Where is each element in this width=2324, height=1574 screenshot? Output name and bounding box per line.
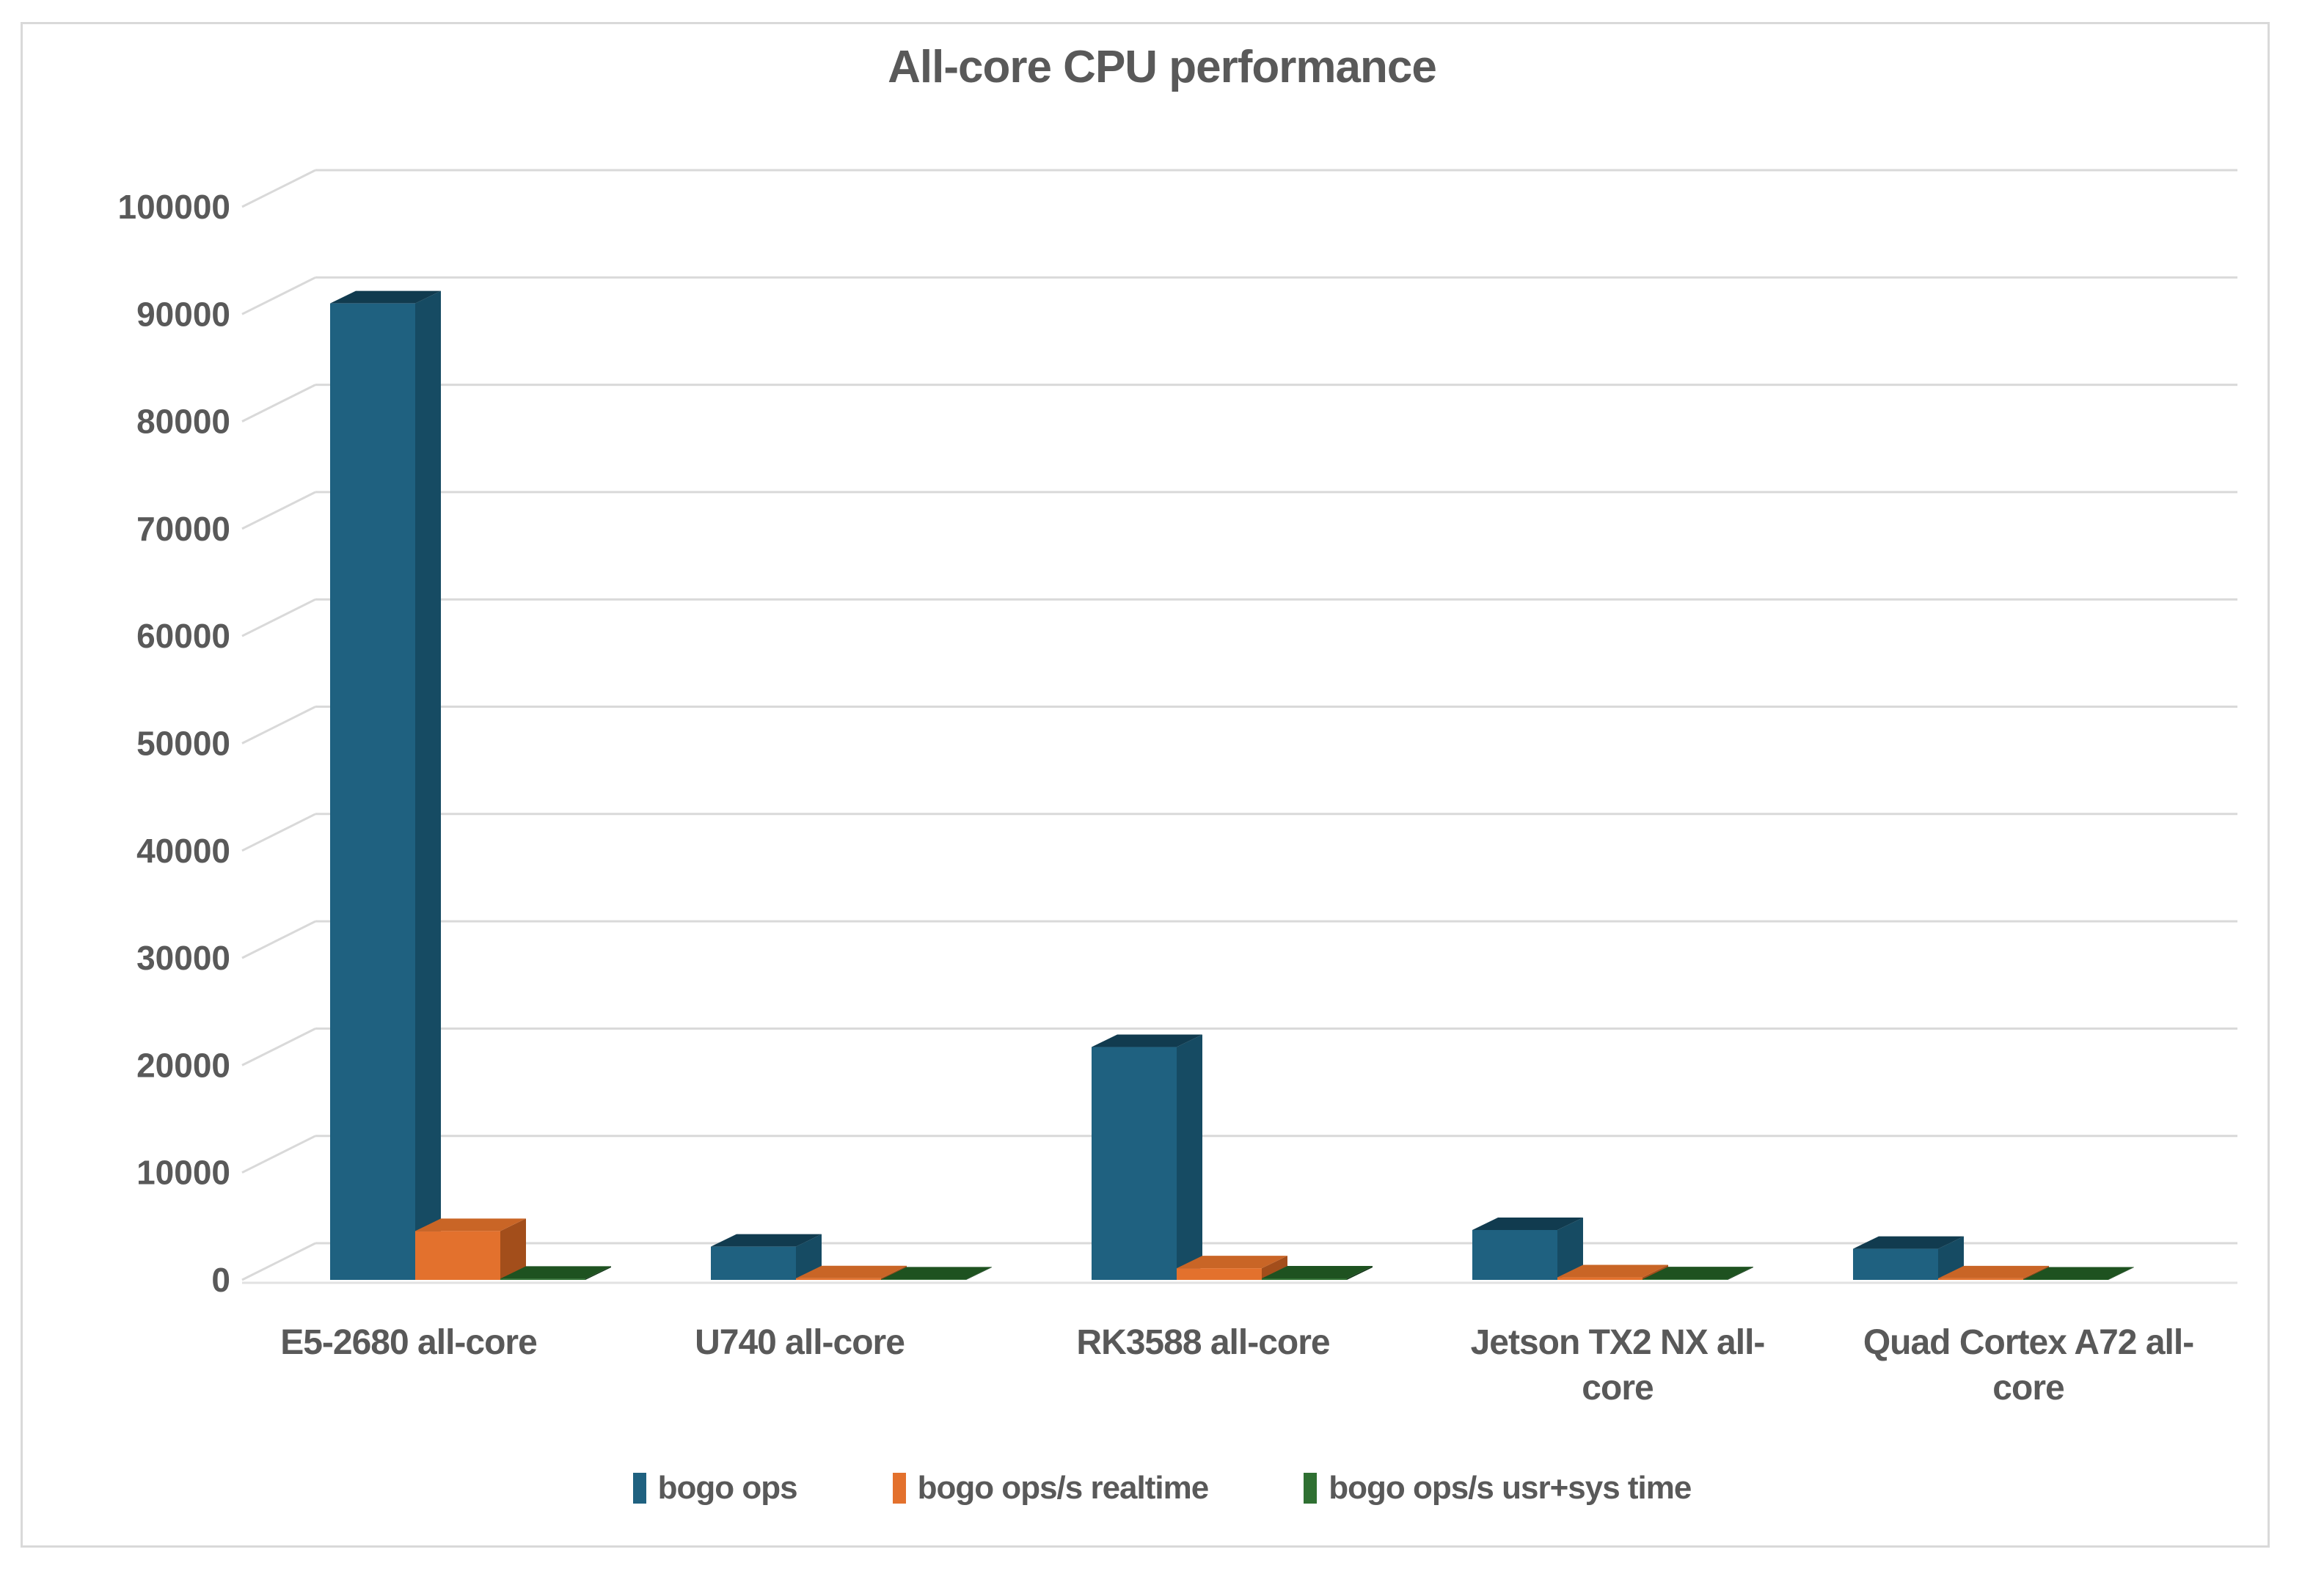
bar-bogo-ops-s-usr-sys-time: [500, 1266, 611, 1280]
bar-bogo-ops-s-realtime: [415, 1218, 526, 1280]
legend-label: bogo ops/s usr+sys time: [1329, 1470, 1692, 1506]
tick-leader-line: [241, 706, 316, 744]
bar-bogo-ops-s-usr-sys-time: [1262, 1266, 1373, 1280]
bogo-ops-swatch-icon: [632, 1473, 646, 1504]
legend-label: bogo ops: [657, 1470, 798, 1506]
y-axis-tick-label: 70000: [136, 510, 230, 548]
bar-bogo-ops: [330, 290, 441, 1280]
bar-bogo-ops: [1472, 1217, 1583, 1280]
y-axis-tick-label: 10000: [136, 1154, 230, 1192]
tick-leader-line: [241, 813, 316, 852]
y-axis-tick-label: 40000: [136, 832, 230, 870]
tick-leader-line: [241, 1135, 316, 1174]
y-axis-tick-label: 50000: [136, 725, 230, 763]
y-axis-tick-label: 80000: [136, 403, 230, 441]
y-axis-tick-label: 90000: [136, 295, 230, 333]
tick-leader-line: [241, 1242, 316, 1281]
tick-leader-line: [241, 169, 316, 208]
y-axis-tick-label: 100000: [118, 188, 231, 226]
legend-label: bogo ops/s realtime: [917, 1470, 1210, 1506]
legend-item-bogo-ops-usrsys: bogo ops/s usr+sys time: [1304, 1470, 1692, 1507]
bar-bogo-ops-s-realtime: [1938, 1265, 2049, 1280]
bar-bogo-ops-s-usr-sys-time: [2023, 1267, 2134, 1280]
tick-leader-line: [241, 384, 316, 422]
bar-bogo-ops: [1853, 1236, 1964, 1280]
tick-leader-line: [241, 920, 316, 959]
tick-leader-line: [241, 276, 316, 315]
tick-leader-line: [241, 491, 316, 530]
bogo-ops-realtime-swatch-icon: [892, 1473, 906, 1504]
legend-item-bogo-ops-realtime: bogo ops/s realtime: [892, 1470, 1210, 1507]
bar-bogo-ops-s-usr-sys-time: [1642, 1267, 1753, 1280]
bar-bogo-ops-s-realtime: [1177, 1256, 1287, 1280]
bar-bogo-ops: [1092, 1034, 1202, 1280]
bar-bogo-ops: [711, 1234, 822, 1280]
y-axis-tick-label: 30000: [136, 939, 230, 977]
bogo-ops-usrsys-swatch-icon: [1304, 1473, 1318, 1504]
tick-leader-line: [241, 598, 316, 637]
legend: bogo ops bogo ops/s realtime bogo ops/s …: [0, 1470, 2324, 1507]
y-axis-tick-label: 60000: [136, 617, 230, 655]
chart-title: All-core CPU performance: [888, 42, 1437, 92]
y-axis-tick-label: 0: [211, 1261, 230, 1299]
legend-item-bogo-ops: bogo ops: [632, 1470, 798, 1507]
y-axis-tick-label: 20000: [136, 1046, 230, 1084]
bar-bogo-ops-s-usr-sys-time: [881, 1267, 992, 1280]
tick-leader-line: [241, 1028, 316, 1066]
